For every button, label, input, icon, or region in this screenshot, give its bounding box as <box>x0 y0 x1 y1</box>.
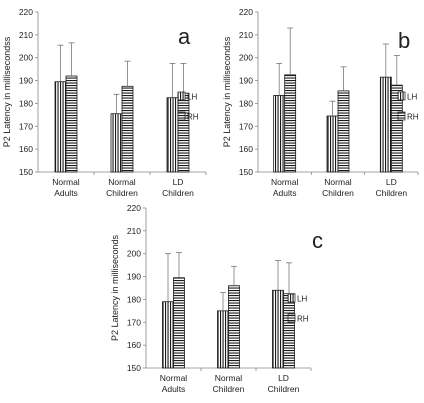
y-tick-label: 210 <box>19 30 33 40</box>
x-tick-label: Children <box>322 188 354 198</box>
y-tick-label: 190 <box>127 272 141 282</box>
legend-label-lh: LH <box>187 93 197 102</box>
legend-label-rh: RH <box>407 113 419 122</box>
y-tick-label: 190 <box>239 76 253 86</box>
x-tick-label: Normal <box>52 177 80 187</box>
x-tick-label: Children <box>268 384 300 394</box>
x-tick-label: Children <box>106 188 138 198</box>
bar-rh <box>228 285 240 369</box>
x-tick-label: LD <box>278 373 289 383</box>
legend-label-rh: RH <box>187 113 199 122</box>
chart-panel-c: 150 160 170 180 190 200 210 220 P2 Latency in mi… <box>110 203 323 394</box>
bar-rh <box>283 293 295 369</box>
x-tick-label: Adults <box>162 384 186 394</box>
y-tick-label: 180 <box>127 294 141 304</box>
y-tick-label: 170 <box>19 121 33 131</box>
x-tick-label: Normal <box>324 177 352 187</box>
bar-lh <box>166 97 179 173</box>
bar-rh <box>337 90 350 173</box>
chart-panel-a: 150 160 170 180 190 200 210 220 P2 Latency in mi… <box>2 7 207 198</box>
y-tick-label: 150 <box>239 167 253 177</box>
legend-swatch-lh <box>397 91 406 101</box>
x-tick-label: LD <box>173 177 184 187</box>
x-tick-label: Children <box>162 188 194 198</box>
legend-swatch-rh <box>177 111 186 121</box>
y-axis-label: P2 Latency in millisecondss <box>222 36 232 147</box>
bar-lh <box>217 310 229 369</box>
y-axis-label: P2 Latency in milliseconds <box>110 234 120 341</box>
x-tick-label: Normal <box>160 373 188 383</box>
legend-swatch-rh <box>397 111 406 121</box>
bar-lh <box>54 81 67 173</box>
legend-swatch-lh <box>287 293 296 303</box>
x-tick-label: Children <box>376 188 408 198</box>
bar-lh <box>326 115 339 173</box>
x-tick-label: Normal <box>108 177 136 187</box>
legend-label-lh: LH <box>407 93 417 102</box>
x-tick-label: Adults <box>273 188 297 198</box>
panel-letter: a <box>178 24 191 49</box>
y-tick-label: 210 <box>127 226 141 236</box>
bar-lh <box>272 289 284 369</box>
bar-rh <box>173 277 185 369</box>
legend-label-rh: RH <box>297 315 309 324</box>
y-tick-label: 220 <box>19 7 33 17</box>
y-tick-label: 170 <box>127 317 141 327</box>
legend-swatch-lh <box>177 91 186 101</box>
legend-swatch-rh <box>287 313 296 323</box>
chart-panel-b: 150 160 170 180 190 200 210 220 P2 Latency in mi… <box>222 7 419 198</box>
y-tick-label: 210 <box>239 30 253 40</box>
bar-lh <box>273 95 286 173</box>
x-tick-label: Normal <box>271 177 299 187</box>
x-tick-label: Children <box>213 384 245 394</box>
y-tick-label: 180 <box>19 98 33 108</box>
bar-rh <box>284 74 297 173</box>
bar-lh <box>379 76 392 173</box>
y-tick-label: 200 <box>19 53 33 63</box>
x-tick-label: Adults <box>54 188 78 198</box>
y-tick-label: 160 <box>127 340 141 350</box>
y-tick-label: 150 <box>127 363 141 373</box>
x-tick-label: LD <box>386 177 397 187</box>
bar-lh <box>162 301 174 369</box>
y-tick-label: 160 <box>19 144 33 154</box>
bar-rh <box>65 75 78 173</box>
y-tick-label: 200 <box>239 53 253 63</box>
y-tick-label: 220 <box>239 7 253 17</box>
bar-lh <box>110 113 123 173</box>
y-tick-label: 180 <box>239 98 253 108</box>
y-tick-label: 160 <box>239 144 253 154</box>
y-tick-label: 220 <box>127 203 141 213</box>
y-tick-label: 150 <box>19 167 33 177</box>
bar-rh <box>121 85 134 173</box>
x-tick-label: Normal <box>215 373 243 383</box>
y-tick-label: 170 <box>239 121 253 131</box>
y-tick-label: 200 <box>127 249 141 259</box>
panel-letter: b <box>398 28 410 53</box>
y-axis-label: P2 Latency in millisecondss <box>2 36 12 147</box>
legend-label-lh: LH <box>297 295 307 304</box>
bar-rh <box>177 92 190 173</box>
panel-letter: c <box>312 228 323 253</box>
y-tick-label: 190 <box>19 76 33 86</box>
